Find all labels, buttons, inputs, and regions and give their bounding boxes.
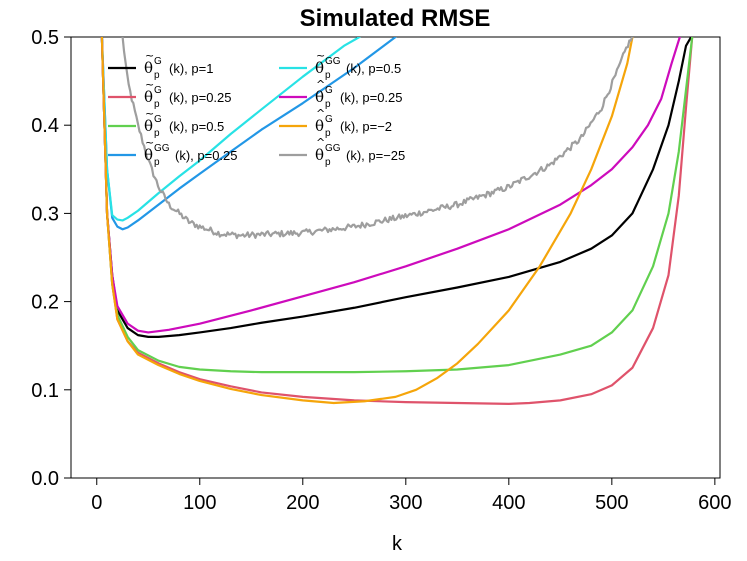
series-line-0 bbox=[100, 37, 693, 338]
legend-entry: θ~ Gp (k), p=0.5 bbox=[108, 107, 224, 139]
legend-label: (k), p=−2 bbox=[340, 119, 392, 134]
legend-subscript: p bbox=[325, 157, 331, 168]
legend-entry: θ^ GG p (k), p=−25 bbox=[279, 136, 405, 168]
legend-superscript: G bbox=[325, 114, 333, 125]
legend-entry: θ~ Gp (k), p=0.25 bbox=[108, 78, 232, 110]
legend-symbol: θ bbox=[144, 88, 153, 106]
legend-subscript: p bbox=[154, 70, 160, 81]
y-tick-label: 0.4 bbox=[31, 115, 59, 137]
y-tick-label: 0.0 bbox=[31, 468, 59, 490]
legend-superscript: GG bbox=[325, 143, 341, 154]
x-axis-label: k bbox=[392, 533, 403, 555]
series-layer bbox=[100, 37, 694, 406]
legend-subscript: p bbox=[325, 99, 331, 110]
legend-subscript: p bbox=[154, 128, 160, 139]
legend-label: (k), p=0.5 bbox=[169, 119, 224, 134]
series-line-6 bbox=[100, 37, 634, 405]
legend-symbol: θ bbox=[315, 59, 324, 77]
x-tick-label: 500 bbox=[595, 492, 628, 514]
legend-accent: ~ bbox=[316, 49, 325, 62]
legend-symbol: θ bbox=[315, 146, 324, 164]
chart-title: Simulated RMSE bbox=[300, 5, 491, 32]
legend-subscript: p bbox=[325, 128, 331, 139]
legend-label: (k), p=0.25 bbox=[175, 148, 238, 163]
series-line-5 bbox=[100, 37, 681, 334]
series-line-7 bbox=[121, 37, 634, 240]
x-tick-label: 200 bbox=[286, 492, 319, 514]
series-line-2 bbox=[100, 37, 694, 374]
legend-accent: ~ bbox=[145, 136, 154, 149]
y-tick-label: 0.5 bbox=[31, 27, 59, 49]
x-tick-label: 0 bbox=[91, 492, 102, 514]
legend-symbol: θ bbox=[315, 117, 324, 135]
x-tick-label: 400 bbox=[492, 492, 525, 514]
x-tick-label: 300 bbox=[389, 492, 422, 514]
y-tick-label: 0.2 bbox=[31, 292, 59, 314]
legend: θ~ Gp (k), p=1θ~ Gp (k), p=0.25θ~ Gp (k), p=0.… bbox=[108, 49, 405, 168]
legend-symbol: θ bbox=[144, 146, 153, 164]
legend-entry: θ^ Gp (k), p=−2 bbox=[279, 107, 392, 139]
legend-label: (k), p=−25 bbox=[346, 148, 405, 163]
legend-symbol: θ bbox=[144, 117, 153, 135]
legend-subscript: p bbox=[325, 70, 331, 81]
legend-symbol: θ bbox=[315, 88, 324, 106]
legend-accent: ^ bbox=[316, 107, 325, 120]
legend-accent: ~ bbox=[145, 78, 154, 91]
legend-superscript: G bbox=[154, 56, 162, 67]
legend-label: (k), p=0.25 bbox=[169, 90, 232, 105]
legend-superscript: G bbox=[154, 114, 162, 125]
legend-accent: ^ bbox=[316, 136, 325, 149]
x-axis: 0 100 200 300 400 500 600 bbox=[91, 478, 732, 514]
legend-subscript: p bbox=[154, 99, 160, 110]
y-axis: 0.0 0.1 0.2 0.3 0.4 0.5 bbox=[31, 27, 71, 490]
legend-entry: θ~ Gp (k), p=1 bbox=[108, 49, 213, 81]
legend-accent: ^ bbox=[316, 78, 325, 91]
legend-superscript: GG bbox=[154, 143, 170, 154]
legend-superscript: G bbox=[154, 85, 162, 96]
legend-label: (k), p=0.5 bbox=[346, 61, 401, 76]
legend-label: (k), p=0.25 bbox=[340, 90, 403, 105]
x-tick-label: 100 bbox=[183, 492, 216, 514]
legend-superscript: G bbox=[325, 85, 333, 96]
series-line-3 bbox=[100, 37, 397, 231]
legend-entry: θ^ Gp (k), p=0.25 bbox=[279, 78, 403, 110]
legend-symbol: θ bbox=[144, 59, 153, 77]
legend-accent: ~ bbox=[145, 107, 154, 120]
legend-accent: ~ bbox=[145, 49, 154, 62]
legend-superscript: GG bbox=[325, 56, 341, 67]
legend-subscript: p bbox=[154, 157, 160, 168]
legend-entry: θ~ GG p (k), p=0.5 bbox=[279, 49, 401, 81]
y-tick-label: 0.1 bbox=[31, 380, 59, 402]
legend-entry: θ~ GG p (k), p=0.25 bbox=[108, 136, 238, 168]
legend-label: (k), p=1 bbox=[169, 61, 213, 76]
y-tick-label: 0.3 bbox=[31, 203, 59, 225]
series-line-4 bbox=[100, 37, 361, 222]
x-tick-label: 600 bbox=[698, 492, 731, 514]
